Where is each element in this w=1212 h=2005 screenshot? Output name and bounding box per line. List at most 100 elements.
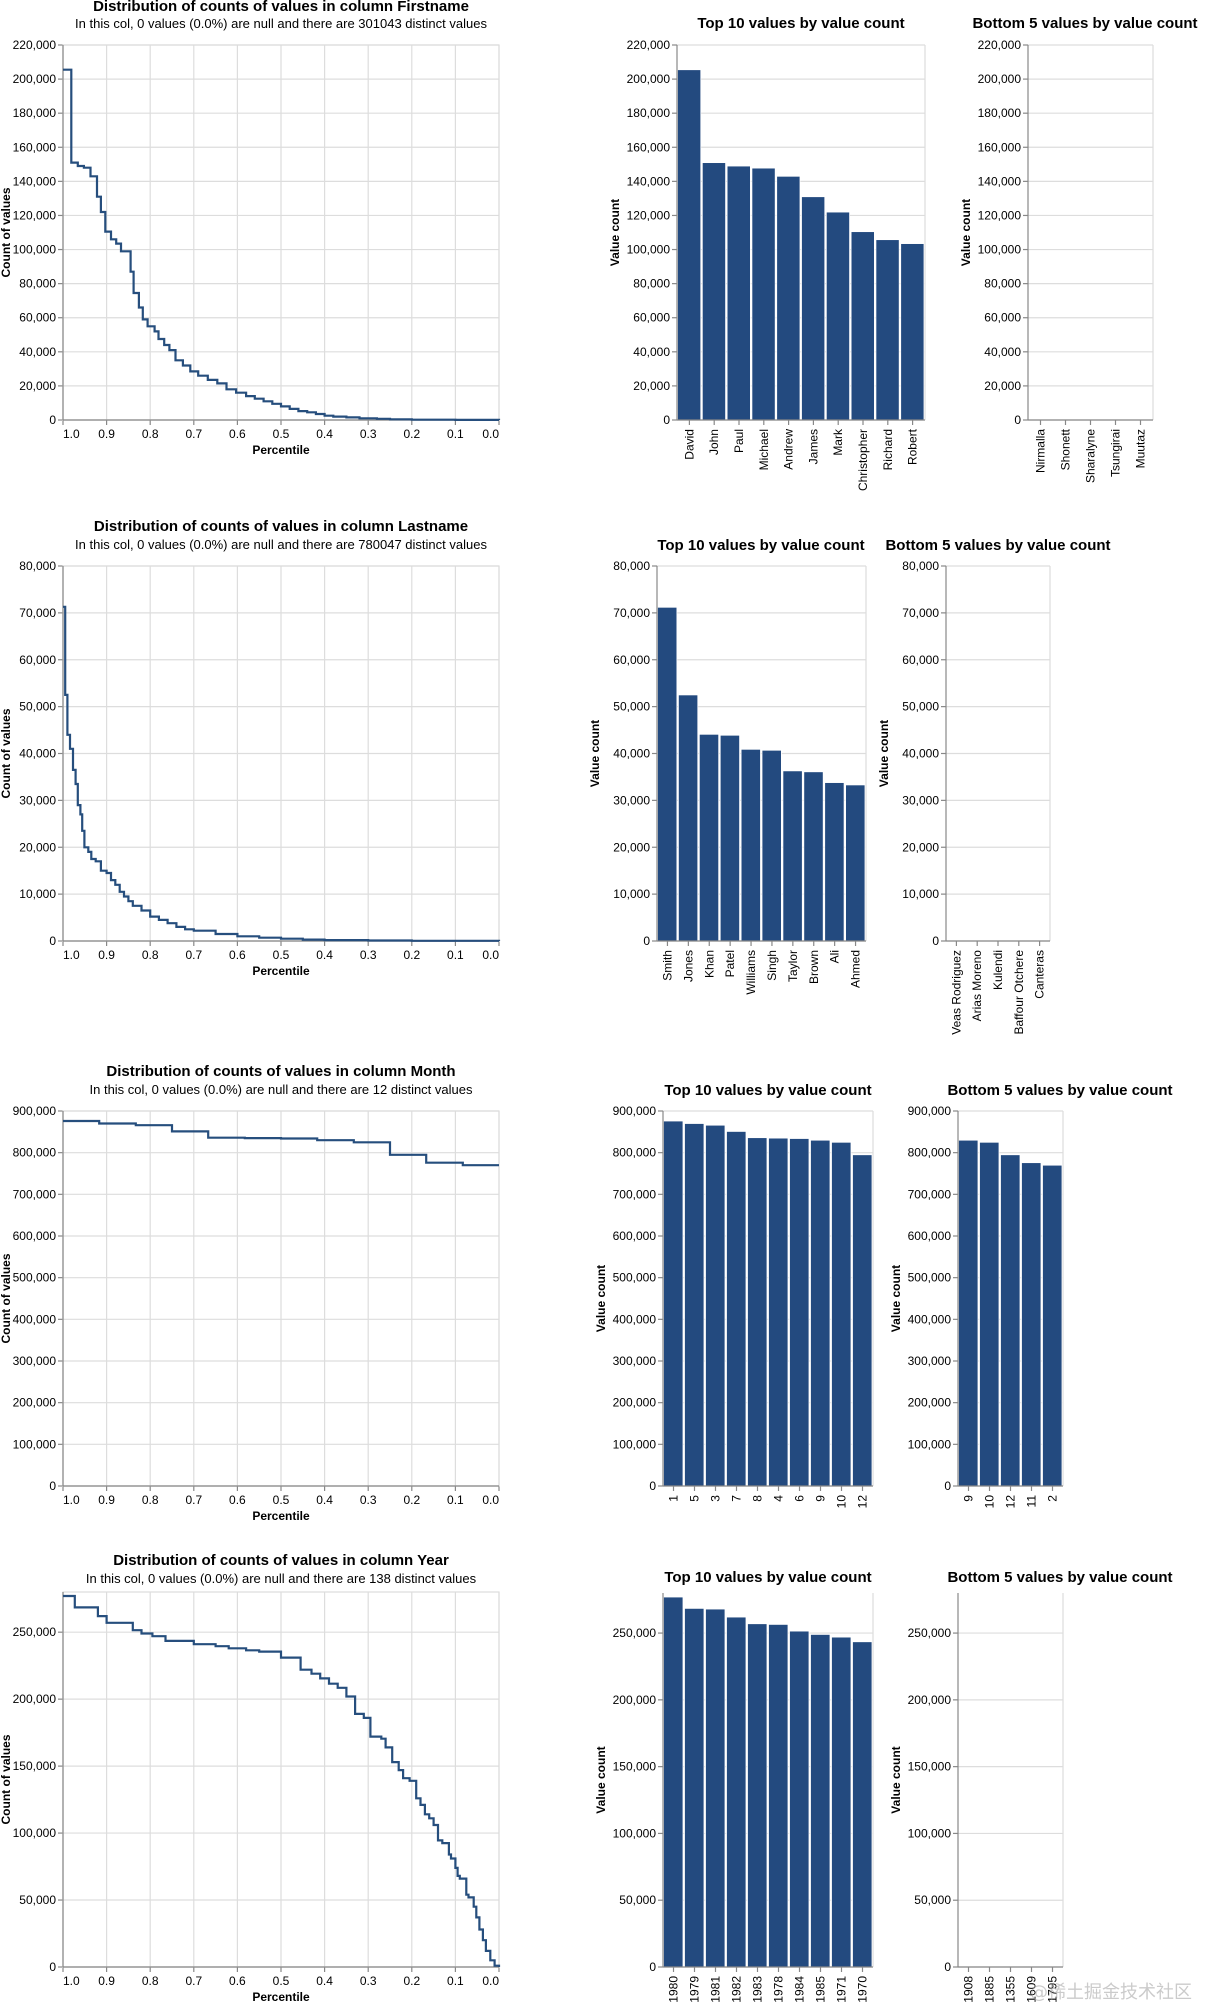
y-tick-label: 100,000 bbox=[13, 243, 57, 257]
bar bbox=[768, 1623, 789, 1968]
x-category-label: Michael bbox=[757, 429, 771, 470]
bar bbox=[825, 211, 850, 421]
y-tick-label: 180,000 bbox=[627, 106, 671, 120]
y-tick-label: 900,000 bbox=[613, 1104, 657, 1118]
y-tick-label: 50,000 bbox=[19, 1893, 56, 1907]
bar bbox=[824, 782, 845, 942]
y-tick-label: 800,000 bbox=[13, 1146, 57, 1160]
y-tick-label: 20,000 bbox=[902, 840, 939, 854]
y-tick-label: 50,000 bbox=[613, 700, 650, 714]
x-category-label: 10 bbox=[983, 1495, 997, 1509]
y-tick-label: 160,000 bbox=[627, 140, 671, 154]
y-tick-label: 600,000 bbox=[13, 1229, 57, 1243]
y-tick-label: 100,000 bbox=[13, 1437, 57, 1451]
x-tick-label: 0.0 bbox=[482, 1493, 499, 1507]
y-tick-label: 220,000 bbox=[13, 38, 57, 52]
y-tick-label: 120,000 bbox=[627, 208, 671, 222]
x-category-label: Smith bbox=[660, 950, 674, 981]
x-tick-label: 0.7 bbox=[185, 948, 202, 962]
x-category-label: Khan bbox=[702, 950, 716, 978]
y-tick-label: 100,000 bbox=[13, 1826, 57, 1840]
x-category-label: Andrew bbox=[782, 429, 796, 470]
x-tick-label: 0.4 bbox=[316, 1493, 333, 1507]
bar bbox=[958, 1139, 979, 1487]
x-category-label: 7 bbox=[730, 1495, 744, 1502]
y-tick-label: 0 bbox=[1014, 413, 1021, 427]
y-axis-title: Count of values bbox=[0, 708, 13, 798]
distribution-step-line bbox=[63, 605, 501, 942]
x-category-label: 10 bbox=[835, 1495, 849, 1509]
x-tick-label: 0.5 bbox=[273, 1493, 290, 1507]
x-category-label: 12 bbox=[1004, 1495, 1018, 1509]
y-tick-label: 0 bbox=[944, 1479, 951, 1493]
bar bbox=[1021, 1162, 1042, 1487]
distribution-step-line bbox=[63, 68, 501, 421]
y-tick-label: 0 bbox=[49, 413, 56, 427]
x-category-label: 1908 bbox=[962, 1976, 976, 2003]
x-tick-label: 0.9 bbox=[98, 1493, 115, 1507]
y-tick-label: 60,000 bbox=[19, 311, 56, 325]
x-tick-label: 0.1 bbox=[447, 1974, 464, 1988]
chart-title: Bottom 5 values by value count bbox=[947, 1082, 1172, 1099]
x-tick-label: 0.2 bbox=[403, 1493, 420, 1507]
chart-subtitle: In this col, 0 values (0.0%) are null an… bbox=[86, 1571, 477, 1586]
y-tick-label: 140,000 bbox=[978, 174, 1022, 188]
bar bbox=[701, 162, 726, 421]
x-category-label: 1 bbox=[667, 1495, 681, 1502]
y-axis-title: Value count bbox=[608, 199, 622, 266]
y-tick-label: 180,000 bbox=[13, 106, 57, 120]
y-tick-label: 500,000 bbox=[908, 1271, 952, 1285]
y-axis-title: Value count bbox=[588, 720, 602, 787]
x-category-label: 1983 bbox=[751, 1976, 765, 2003]
x-tick-label: 0.1 bbox=[447, 1493, 464, 1507]
chart-title: Distribution of counts of values in colu… bbox=[106, 1063, 455, 1080]
x-axis-title: Percentile bbox=[252, 443, 310, 457]
bar bbox=[705, 1124, 726, 1487]
y-tick-label: 400,000 bbox=[613, 1312, 657, 1326]
distribution-step-line bbox=[63, 1594, 501, 1967]
y-tick-label: 300,000 bbox=[13, 1354, 57, 1368]
chart-title: Top 10 values by value count bbox=[664, 1569, 871, 1586]
x-category-label: 6 bbox=[793, 1495, 807, 1502]
chart-title: Top 10 values by value count bbox=[697, 15, 904, 32]
x-category-label: 1979 bbox=[688, 1976, 702, 2003]
x-tick-label: 0.3 bbox=[360, 427, 377, 441]
chart-title: Bottom 5 values by value count bbox=[972, 15, 1197, 32]
y-tick-label: 40,000 bbox=[19, 747, 56, 761]
x-category-label: Singh bbox=[765, 950, 779, 981]
bar bbox=[747, 1623, 768, 1968]
y-tick-label: 80,000 bbox=[19, 277, 56, 291]
y-tick-label: 50,000 bbox=[914, 1893, 951, 1907]
x-tick-label: 0.5 bbox=[273, 948, 290, 962]
x-tick-label: 0.8 bbox=[142, 948, 159, 962]
x-category-label: Jones bbox=[681, 950, 695, 982]
x-category-label: Christopher bbox=[856, 429, 870, 491]
y-tick-label: 120,000 bbox=[978, 208, 1022, 222]
y-tick-label: 100,000 bbox=[978, 243, 1022, 257]
x-tick-label: 0.3 bbox=[360, 1974, 377, 1988]
y-tick-label: 80,000 bbox=[984, 277, 1021, 291]
y-tick-label: 900,000 bbox=[13, 1104, 57, 1118]
x-tick-label: 0.7 bbox=[185, 1974, 202, 1988]
y-tick-label: 200,000 bbox=[13, 1396, 57, 1410]
x-tick-label: 0.6 bbox=[229, 1493, 246, 1507]
y-tick-label: 0 bbox=[649, 1960, 656, 1974]
y-tick-label: 220,000 bbox=[978, 38, 1022, 52]
x-category-label: Shonett bbox=[1059, 428, 1073, 470]
y-tick-label: 0 bbox=[649, 1479, 656, 1493]
bar bbox=[801, 196, 826, 421]
bar bbox=[678, 694, 699, 942]
y-tick-label: 50,000 bbox=[902, 700, 939, 714]
y-tick-label: 800,000 bbox=[908, 1146, 952, 1160]
y-tick-label: 100,000 bbox=[908, 1826, 952, 1840]
y-tick-label: 0 bbox=[49, 934, 56, 948]
bar bbox=[1000, 1154, 1021, 1487]
x-category-label: James bbox=[806, 429, 820, 464]
y-tick-label: 600,000 bbox=[908, 1229, 952, 1243]
y-tick-label: 900,000 bbox=[908, 1104, 952, 1118]
bar bbox=[803, 771, 824, 942]
y-tick-label: 200,000 bbox=[908, 1693, 952, 1707]
x-category-label: 9 bbox=[962, 1495, 976, 1502]
x-category-label: Sharalyne bbox=[1084, 429, 1098, 483]
y-tick-label: 30,000 bbox=[613, 793, 650, 807]
